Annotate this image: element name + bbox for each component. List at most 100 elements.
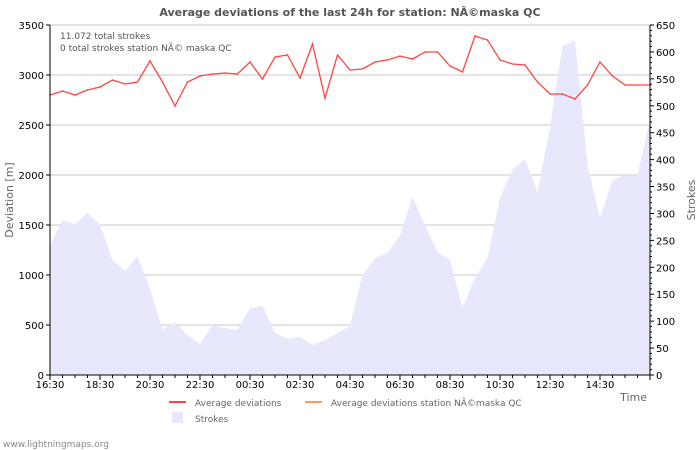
average-deviations-point bbox=[436, 51, 439, 53]
average-deviations-point bbox=[349, 69, 351, 71]
axes: 0 500 1000 1500 2000 2500 3000 3500 0 50 100 150 200… bbox=[19, 21, 676, 391]
average-deviations-point bbox=[624, 84, 626, 86]
x-tick-label: 12:30 bbox=[536, 380, 565, 391]
average-deviations-point bbox=[224, 72, 226, 74]
average-deviations-point bbox=[486, 39, 489, 41]
y-tick-label: 3500 bbox=[19, 21, 44, 32]
average-deviations-point bbox=[149, 60, 151, 62]
average-deviations-point bbox=[261, 78, 264, 80]
average-deviations-point bbox=[411, 58, 414, 60]
x-tick-label: 00:30 bbox=[236, 380, 265, 391]
average-deviations-point bbox=[524, 64, 526, 66]
average-deviations-point bbox=[99, 86, 101, 88]
average-deviations-point bbox=[399, 55, 401, 57]
average-deviations-point bbox=[161, 81, 164, 83]
average-deviations-point bbox=[174, 105, 176, 107]
y2-axis-label: Strokes bbox=[685, 179, 698, 220]
x-tick-label: 02:30 bbox=[286, 380, 315, 391]
average-deviations-point bbox=[274, 56, 276, 58]
y2-tick-label: 350 bbox=[656, 183, 675, 194]
station-strokes-text: 0 total strokes station NÃ© maska QC bbox=[60, 43, 232, 54]
average-deviations-point bbox=[236, 73, 239, 75]
y2-tick-label: 150 bbox=[656, 290, 675, 301]
average-deviations-point bbox=[136, 81, 139, 83]
y2-tick-label: 600 bbox=[656, 48, 675, 59]
y-tick-label: 3000 bbox=[19, 71, 44, 82]
y2-tick-label: 550 bbox=[656, 75, 675, 86]
y2-tick-label: 500 bbox=[656, 102, 675, 113]
y2-tick-label: 100 bbox=[656, 317, 675, 328]
x-tick-label: 08:30 bbox=[436, 380, 465, 391]
y-axis-label: Deviation [m] bbox=[3, 162, 16, 237]
y2-tick-label: 50 bbox=[656, 344, 669, 355]
y2-tick-label: 450 bbox=[656, 129, 675, 140]
legend-swatch-strokes bbox=[172, 412, 183, 423]
strokes-area bbox=[50, 40, 650, 375]
legend-label-strokes: Strokes bbox=[195, 415, 229, 425]
average-deviations-point bbox=[286, 54, 289, 56]
total-strokes-text: 11.072 total strokes bbox=[60, 32, 150, 42]
legend-label-average-deviations: Average deviations bbox=[195, 399, 282, 409]
y-tick-label: 500 bbox=[25, 321, 44, 332]
average-deviations-point bbox=[424, 51, 426, 53]
average-deviations-point bbox=[186, 81, 189, 83]
average-deviations-point bbox=[474, 35, 476, 37]
strokes-area-layer bbox=[50, 40, 650, 375]
average-deviations-point bbox=[549, 93, 551, 95]
chart-title: Average deviations of the last 24h for s… bbox=[159, 6, 540, 19]
x-tick-label: 14:30 bbox=[586, 380, 615, 391]
x-tick-label: 10:30 bbox=[486, 380, 515, 391]
average-deviations-point bbox=[461, 71, 464, 73]
y2-tick-label: 200 bbox=[656, 263, 675, 274]
average-deviations-point bbox=[386, 59, 389, 61]
average-deviations-point bbox=[511, 63, 514, 65]
average-deviations-point bbox=[449, 65, 451, 67]
average-deviations-point bbox=[211, 73, 214, 75]
average-deviations-point bbox=[374, 61, 376, 63]
x-tick-label: 06:30 bbox=[386, 380, 415, 391]
legend: Average deviations Average deviations st… bbox=[169, 398, 522, 425]
y2-tick-label: 250 bbox=[656, 236, 675, 247]
y2-tick-label: 650 bbox=[656, 21, 675, 32]
average-deviations-point bbox=[61, 90, 64, 92]
average-deviations-point bbox=[361, 68, 364, 70]
average-deviations-point bbox=[74, 94, 76, 96]
x-tick-label: 16:30 bbox=[36, 380, 65, 391]
average-deviations-point bbox=[611, 75, 614, 77]
deviation-line-layer bbox=[49, 35, 651, 108]
average-deviations-point bbox=[86, 89, 89, 91]
x-tick-label: 18:30 bbox=[86, 380, 115, 391]
y-tick-label: 0 bbox=[38, 371, 44, 382]
average-deviations-point bbox=[311, 43, 314, 45]
y2-tick-label: 300 bbox=[656, 209, 675, 220]
y-tick-label: 2500 bbox=[19, 121, 44, 132]
average-deviations-point bbox=[574, 98, 576, 100]
y-tick-label: 1000 bbox=[19, 271, 44, 282]
y2-tick-label: 400 bbox=[656, 156, 675, 167]
average-deviations-point bbox=[199, 75, 201, 77]
average-deviations-point bbox=[586, 84, 589, 86]
x-tick-label: 04:30 bbox=[336, 380, 365, 391]
average-deviations-point bbox=[124, 83, 126, 85]
average-deviations-point bbox=[561, 93, 564, 95]
average-deviations-point bbox=[299, 77, 301, 79]
x-tick-label: 22:30 bbox=[186, 380, 215, 391]
average-deviations-point bbox=[599, 61, 601, 63]
y-tick-label: 1500 bbox=[19, 221, 44, 232]
average-deviations-point bbox=[636, 84, 639, 86]
x-tick-label: 20:30 bbox=[136, 380, 165, 391]
average-deviations-point bbox=[336, 54, 339, 56]
average-deviations-point bbox=[536, 81, 539, 83]
x-axis-label: Time bbox=[619, 391, 647, 404]
average-deviations-point bbox=[249, 61, 251, 63]
y2-tick-label: 0 bbox=[656, 371, 662, 382]
average-deviations-point bbox=[499, 59, 501, 61]
footer-link[interactable]: www.lightningmaps.org bbox=[3, 440, 109, 450]
grid-lines bbox=[50, 24, 650, 326]
average-deviations-point bbox=[324, 97, 326, 99]
y-tick-label: 2000 bbox=[19, 171, 44, 182]
legend-label-station-deviations: Average deviations station NÃ©maska QC bbox=[331, 398, 522, 409]
average-deviations-point bbox=[111, 79, 114, 81]
